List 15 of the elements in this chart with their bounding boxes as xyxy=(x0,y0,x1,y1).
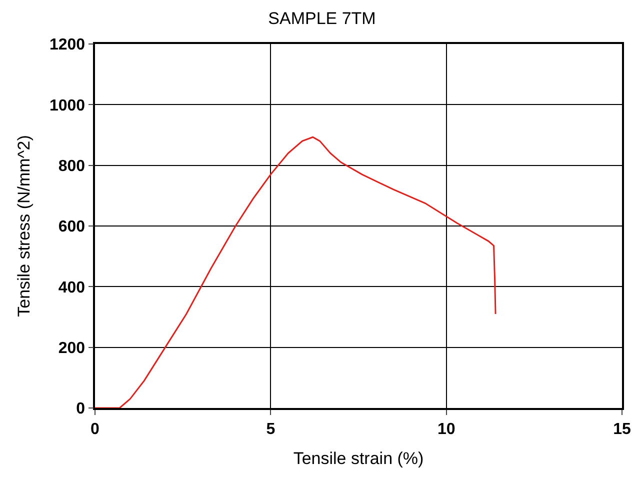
y-tick-label: 1000 xyxy=(49,97,86,114)
x-tick-label: 0 xyxy=(90,420,100,438)
y-tick-label: 400 xyxy=(58,279,86,296)
y-tick-label: 800 xyxy=(58,158,86,175)
y-tick-label: 0 xyxy=(76,400,86,418)
x-tick-label: 10 xyxy=(437,420,456,438)
x-tick-label: 15 xyxy=(613,420,631,438)
y-axis-title: Tensile stress (N/mm^2) xyxy=(14,135,34,317)
x-axis-title: Tensile strain (%) xyxy=(293,448,424,468)
line-series xyxy=(95,136,496,408)
y-tick-label: 200 xyxy=(58,340,86,357)
chart-title: SAMPLE 7TM xyxy=(268,8,376,28)
y-tick-label: 1200 xyxy=(49,36,86,54)
y-tick-label: 600 xyxy=(58,218,86,236)
x-tick-label: 5 xyxy=(266,420,276,438)
